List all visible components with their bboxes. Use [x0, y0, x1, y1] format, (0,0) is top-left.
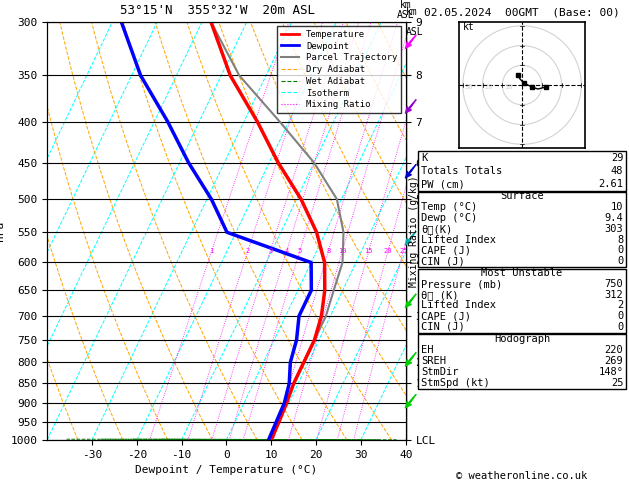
- Text: 0: 0: [617, 245, 623, 256]
- Text: 312: 312: [604, 290, 623, 300]
- Text: θᴇ(K): θᴇ(K): [421, 224, 452, 234]
- Text: 0: 0: [617, 322, 623, 332]
- Text: kt: kt: [463, 22, 475, 32]
- Text: Pressure (mb): Pressure (mb): [421, 279, 502, 289]
- Text: 20: 20: [484, 84, 493, 90]
- Text: 25: 25: [611, 378, 623, 388]
- Text: 303: 303: [604, 224, 623, 234]
- Text: 1: 1: [209, 248, 214, 254]
- Text: 30: 30: [465, 84, 473, 90]
- Text: 9.4: 9.4: [604, 213, 623, 223]
- Y-axis label: hPa: hPa: [0, 221, 5, 241]
- Text: 148°: 148°: [598, 367, 623, 377]
- Text: 8: 8: [617, 235, 623, 244]
- Text: Totals Totals: Totals Totals: [421, 166, 502, 176]
- Text: km: km: [406, 7, 418, 17]
- Text: 750: 750: [604, 279, 623, 289]
- Text: 48: 48: [611, 166, 623, 176]
- Text: 53°15'N  355°32'W  20m ASL: 53°15'N 355°32'W 20m ASL: [120, 4, 314, 17]
- Text: 2: 2: [246, 248, 250, 254]
- Text: Dewp (°C): Dewp (°C): [421, 213, 477, 223]
- Text: 02.05.2024  00GMT  (Base: 00): 02.05.2024 00GMT (Base: 00): [424, 7, 620, 17]
- Text: CAPE (J): CAPE (J): [421, 245, 470, 256]
- Text: km
ASL: km ASL: [397, 0, 415, 20]
- Text: 10: 10: [611, 202, 623, 212]
- Text: 269: 269: [604, 356, 623, 366]
- Text: 20: 20: [384, 248, 392, 254]
- Text: CAPE (J): CAPE (J): [421, 311, 470, 321]
- Text: 0: 0: [617, 311, 623, 321]
- Text: 0: 0: [617, 256, 623, 266]
- Text: 25: 25: [399, 248, 408, 254]
- Text: StmDir: StmDir: [421, 367, 459, 377]
- Text: StmSpd (kt): StmSpd (kt): [421, 378, 489, 388]
- Text: 2.61: 2.61: [598, 179, 623, 189]
- Text: CIN (J): CIN (J): [421, 322, 465, 332]
- Text: 220: 220: [604, 345, 623, 355]
- Text: © weatheronline.co.uk: © weatheronline.co.uk: [457, 471, 587, 481]
- Text: Hodograph: Hodograph: [494, 333, 550, 344]
- Text: Most Unstable: Most Unstable: [481, 268, 563, 278]
- Text: EH: EH: [421, 345, 433, 355]
- X-axis label: Dewpoint / Temperature (°C): Dewpoint / Temperature (°C): [135, 465, 318, 475]
- Text: CIN (J): CIN (J): [421, 256, 465, 266]
- Text: 5: 5: [298, 248, 302, 254]
- Text: Surface: Surface: [500, 191, 544, 201]
- Text: 10: 10: [338, 248, 347, 254]
- Text: Lifted Index: Lifted Index: [421, 300, 496, 311]
- Text: 4: 4: [284, 248, 289, 254]
- Text: 2: 2: [617, 300, 623, 311]
- Text: 10: 10: [504, 84, 513, 90]
- Text: K: K: [421, 153, 427, 163]
- Text: 29: 29: [611, 153, 623, 163]
- Text: 3: 3: [268, 248, 272, 254]
- Text: 15: 15: [365, 248, 373, 254]
- Text: 8: 8: [326, 248, 330, 254]
- Legend: Temperature, Dewpoint, Parcel Trajectory, Dry Adiabat, Wet Adiabat, Isotherm, Mi: Temperature, Dewpoint, Parcel Trajectory…: [277, 26, 401, 113]
- Text: PW (cm): PW (cm): [421, 179, 465, 189]
- Text: SREH: SREH: [421, 356, 446, 366]
- Text: Temp (°C): Temp (°C): [421, 202, 477, 212]
- Text: θᴇ (K): θᴇ (K): [421, 290, 459, 300]
- Text: ASL: ASL: [406, 27, 423, 37]
- Text: Mixing Ratio (g/kg): Mixing Ratio (g/kg): [409, 175, 419, 287]
- Text: Lifted Index: Lifted Index: [421, 235, 496, 244]
